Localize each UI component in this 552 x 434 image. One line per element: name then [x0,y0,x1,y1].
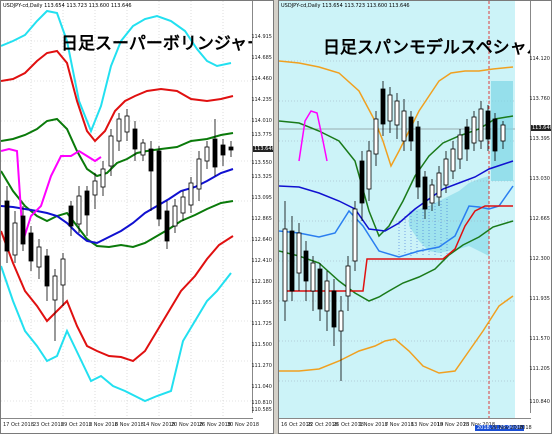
span-model-plot-area[interactable] [279,1,533,421]
date-tick: 26 Oct 2018 [333,422,364,428]
price-tick: 112.640 [251,237,272,243]
price-tick: 111.955 [251,300,272,306]
cursor-time-label: 2018.11.29 00:00 [475,425,524,431]
date-tick: 22 Oct 2018 [307,422,338,428]
price-tick: 114.235 [251,97,272,103]
price-tick: 113.395 [529,136,550,142]
date-tick: 2 Nov 2018 [89,422,118,428]
price-tick: 113.030 [529,176,550,182]
lagging-span-line [1,147,102,242]
time-axis: 17 Oct 2018 23 Oct 2018 29 Oct 2018 2 No… [1,418,259,433]
price-tick: 111.500 [251,342,272,348]
date-tick: 14 Nov 2018 [143,422,176,428]
chart-info-header: USDJPY-cd,Daily 113.654 113.723 113.600 … [3,3,132,9]
span-blue-line [279,160,514,232]
lagging-span-line [298,110,328,162]
date-tick: 26 Nov 2018 [199,422,232,428]
price-tick: 114.010 [251,118,272,124]
price-tick: 112.865 [251,216,272,222]
date-tick: 29 Nov 2018 [491,425,524,431]
price-tick: 112.665 [529,216,550,222]
date-tick: 8 Nov 2018 [115,422,144,428]
chart-window-super-bollinger[interactable]: USDJPY-cd,Daily 113.654 113.723 113.600 … [0,0,274,434]
price-tick: 111.040 [251,384,272,390]
lower-1sigma-line [1,170,234,249]
price-axis: 114.120 113.760 113.395 113.030 112.665 … [529,1,551,413]
current-price-tag: 113.646 [253,146,274,152]
bollinger-plot-area[interactable] [1,1,255,421]
upper-2sigma-line [1,49,234,143]
date-tick: 16 Oct 2018 [281,422,312,428]
date-tick: 23 Oct 2018 [33,422,64,428]
price-tick: 110.810 [251,400,272,406]
price-tick: 113.095 [251,195,272,201]
candlesticks [4,109,234,341]
price-tick: 111.570 [529,336,550,342]
lower-2sigma-line [1,230,234,363]
price-tick: 110.840 [529,399,550,405]
date-tick: 1 Nov 2018 [359,422,388,428]
candlesticks [282,81,506,381]
current-price-tag: 113.646 [531,125,552,131]
upper-3sigma-line [1,9,232,134]
span-light-blue-line [279,185,514,258]
price-tick: 112.180 [251,279,272,285]
chart-title: 日足スパンモデルスペシャル [323,38,544,58]
price-tick: 112.300 [529,256,550,262]
cloud-hatch [398,199,448,256]
price-tick: 114.120 [529,56,550,62]
price-tick: 111.205 [529,366,550,372]
lower-green-band [279,220,514,302]
price-tick: 114.685 [251,55,272,61]
date-tick: 30 Nov 2018 [227,422,260,428]
price-tick: 113.550 [251,160,272,166]
chart-info-header: USDJPY-cd,Daily 113.654 113.723 113.600 … [281,3,410,9]
date-tick: 13 Nov 2018 [411,422,444,428]
price-tick: 111.725 [251,321,272,327]
price-tick: 113.760 [529,96,550,102]
price-tick: 111.935 [529,296,550,302]
price-tick: 113.325 [251,174,272,180]
upper-1sigma-line [1,117,234,178]
date-tick: 2018 [519,425,532,431]
chart-title: 日足スーパーボリンジャー [61,34,264,54]
chart-window-span-model[interactable]: USDJPY-cd,Daily 113.654 113.723 113.600 … [278,0,552,434]
price-axis: 114.915 114.685 114.460 114.235 114.010 … [251,1,273,413]
price-tick: 113.775 [251,132,272,138]
lower-3sigma-line [1,265,232,403]
price-tick: 114.460 [251,76,272,82]
price-tick: 114.915 [251,34,272,40]
price-tick: 110.585 [251,407,272,413]
date-tick: 17 Oct 2018 [3,422,34,428]
date-tick: 7 Nov 2018 [385,422,414,428]
price-tick: 111.270 [251,363,272,369]
date-tick: 29 Oct 2018 [61,422,92,428]
lower-orange-band [279,295,514,374]
price-tick: 112.410 [251,258,272,264]
date-tick: 19 Nov 2018 [437,422,470,428]
date-tick: 20 Nov 2018 [171,422,204,428]
